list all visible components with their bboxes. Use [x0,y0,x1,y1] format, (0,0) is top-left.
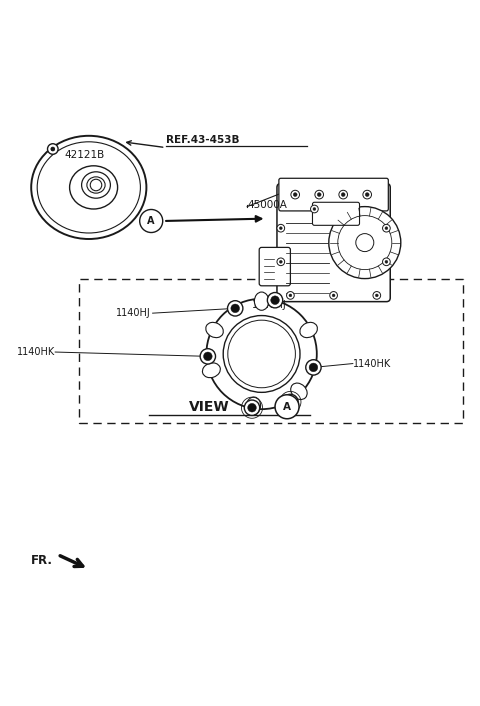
Circle shape [283,394,298,409]
Text: 45000A: 45000A [247,201,287,210]
Text: FR.: FR. [31,554,53,567]
Circle shape [279,261,282,263]
Circle shape [204,352,212,361]
Circle shape [373,292,381,299]
Ellipse shape [254,292,269,310]
Circle shape [271,296,279,304]
Circle shape [287,292,294,299]
Circle shape [306,360,321,375]
Circle shape [248,403,256,412]
Circle shape [309,363,318,372]
Circle shape [317,193,321,196]
Ellipse shape [246,397,261,415]
Ellipse shape [203,363,220,378]
Circle shape [332,294,335,297]
Circle shape [339,191,348,199]
Text: 42121B: 42121B [65,150,105,160]
Circle shape [375,294,378,297]
Ellipse shape [206,323,223,337]
Ellipse shape [37,142,140,233]
Text: VIEW: VIEW [189,400,229,414]
Text: 1140HJ: 1140HJ [117,308,151,318]
Circle shape [277,225,285,232]
Text: A: A [283,402,291,412]
Text: REF.43-453B: REF.43-453B [166,135,239,145]
Circle shape [363,191,372,199]
Circle shape [385,227,388,229]
Circle shape [275,395,299,419]
Circle shape [365,193,369,196]
Circle shape [277,258,285,265]
Text: 1140HK: 1140HK [17,347,55,357]
FancyBboxPatch shape [312,203,360,225]
Circle shape [51,147,55,151]
Circle shape [48,144,58,155]
Circle shape [231,304,240,313]
Circle shape [223,316,300,393]
Circle shape [267,292,283,308]
Circle shape [329,207,401,279]
Circle shape [385,261,388,263]
Circle shape [289,294,292,297]
Ellipse shape [291,383,307,400]
Circle shape [279,227,282,229]
Text: 1140HJ: 1140HJ [252,299,287,309]
Circle shape [286,397,295,406]
FancyBboxPatch shape [259,247,290,286]
FancyBboxPatch shape [279,179,388,211]
Circle shape [293,193,297,196]
Circle shape [206,299,317,409]
Circle shape [356,234,374,251]
Circle shape [140,210,163,232]
Circle shape [244,400,260,415]
Bar [79,279,463,423]
Circle shape [315,191,324,199]
Circle shape [51,148,54,151]
Circle shape [228,301,243,316]
Ellipse shape [82,172,110,198]
Circle shape [291,191,300,199]
Circle shape [311,205,318,213]
Circle shape [341,193,345,196]
Circle shape [313,208,316,210]
Circle shape [90,179,102,191]
FancyBboxPatch shape [277,184,390,301]
Circle shape [330,292,337,299]
Ellipse shape [300,323,317,337]
Circle shape [383,258,390,265]
Circle shape [383,225,390,232]
Text: 1140HK: 1140HK [353,359,391,369]
Text: A: A [147,216,155,226]
Circle shape [200,349,216,364]
